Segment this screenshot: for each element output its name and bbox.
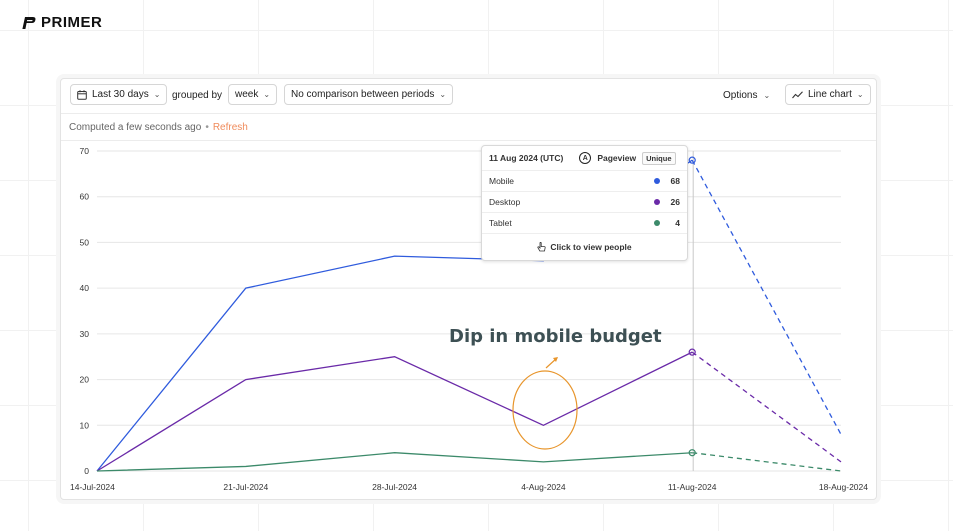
view-people-label: Click to view people [550, 242, 632, 252]
brand-name: PRIMER [41, 14, 103, 31]
x-tick-label: 11-Aug-2024 [668, 482, 717, 492]
annotation-circle [512, 370, 578, 450]
tooltip-row-value: 4 [675, 218, 680, 228]
toolbar: Last 30 days ⌄ grouped by week ⌄ No comp… [61, 79, 876, 113]
series-line-incomplete-mobile [691, 159, 842, 435]
y-tick-label: 10 [80, 420, 90, 430]
tooltip-row-label: Mobile [489, 176, 515, 186]
line-chart-icon [792, 90, 803, 98]
chart-type-label: Line chart [808, 89, 852, 100]
series-point-mobile[interactable] [688, 156, 696, 164]
series-line-desktop [96, 351, 693, 472]
computed-status: Computed a few seconds ago [69, 121, 202, 133]
series-line-tablet [96, 452, 693, 472]
annotation-arrowhead [553, 357, 558, 362]
primer-logo-icon [22, 16, 36, 29]
tooltip-date: 11 Aug 2024 (UTC) [489, 153, 564, 163]
tooltip-row-tablet: Tablet 4 [482, 213, 687, 234]
interval-label: week [235, 89, 259, 100]
calendar-icon [77, 89, 87, 100]
x-tick-label: 21-Jul-2024 [223, 482, 268, 492]
series-line-incomplete-desktop [691, 351, 842, 463]
tooltip-row-mobile: Mobile 68 [482, 171, 687, 192]
insight-panel: Last 30 days ⌄ grouped by week ⌄ No comp… [60, 78, 877, 500]
x-tick-label: 18-Aug-2024 [819, 482, 868, 492]
series-color-dot [654, 199, 660, 205]
chevron-down-icon: ⌄ [263, 90, 271, 99]
event-avatar-icon: A [579, 152, 592, 164]
grouped-by-label: grouped by [172, 90, 223, 101]
y-tick-label: 0 [84, 466, 89, 476]
chevron-down-icon: ⌄ [153, 90, 161, 99]
chevron-down-icon: ⌄ [763, 91, 771, 100]
tooltip-header: 11 Aug 2024 (UTC) A Pageview Unique [482, 146, 687, 171]
view-people-button[interactable]: Click to view people [482, 234, 687, 260]
tooltip-event: Pageview [597, 153, 637, 163]
chevron-down-icon: ⌄ [856, 90, 864, 99]
annotation-text: Dip in mobile budget [449, 326, 662, 347]
chart-axes: 0 10 20 30 40 50 60 70 14-Jul-2024 21-Jul-2024 28-… [70, 146, 868, 492]
chart-type-select[interactable]: Line chart ⌄ [785, 84, 871, 105]
tooltip-row-value: 26 [670, 197, 680, 207]
chart-grid [97, 150, 841, 472]
x-tick-label: 28-Jul-2024 [372, 482, 417, 492]
date-range-select[interactable]: Last 30 days ⌄ [70, 84, 168, 105]
series-color-dot [654, 220, 660, 226]
series-point-tablet[interactable] [688, 449, 696, 457]
series-point-desktop[interactable] [688, 348, 696, 356]
y-tick-label: 30 [80, 329, 90, 339]
pointer-hand-icon [537, 242, 546, 252]
options-label: Options [723, 90, 758, 101]
tooltip-row-value: 68 [670, 176, 680, 186]
unique-badge: Unique [642, 151, 676, 165]
status-separator: • [205, 121, 209, 133]
y-tick-label: 70 [80, 146, 90, 156]
refresh-link[interactable]: Refresh [212, 121, 248, 133]
y-tick-label: 40 [80, 283, 90, 293]
comparison-select[interactable]: No comparison between periods ⌄ [284, 84, 454, 105]
date-range-label: Last 30 days [92, 89, 149, 100]
interval-select[interactable]: week ⌄ [228, 84, 278, 105]
chart-tooltip: 11 Aug 2024 (UTC) A Pageview Unique Mobi… [481, 145, 688, 261]
y-tick-label: 50 [80, 237, 90, 247]
y-tick-label: 20 [80, 375, 90, 385]
tooltip-row-label: Desktop [489, 197, 521, 207]
series-line-incomplete-tablet [692, 452, 842, 472]
chevron-down-icon: ⌄ [439, 90, 447, 99]
x-tick-label: 14-Jul-2024 [70, 482, 115, 492]
tooltip-row-label: Tablet [489, 218, 512, 228]
series-color-dot [654, 178, 660, 184]
brand-logo: PRIMER [22, 14, 102, 31]
comparison-label: No comparison between periods [291, 89, 435, 100]
options-menu[interactable]: Options ⌄ [723, 90, 770, 101]
x-tick-label: 4-Aug-2024 [521, 482, 566, 492]
chart-series [96, 156, 842, 472]
tooltip-row-desktop: Desktop 26 [482, 192, 687, 213]
status-bar: Computed a few seconds ago • Refresh [61, 113, 876, 141]
y-tick-label: 60 [80, 192, 90, 202]
